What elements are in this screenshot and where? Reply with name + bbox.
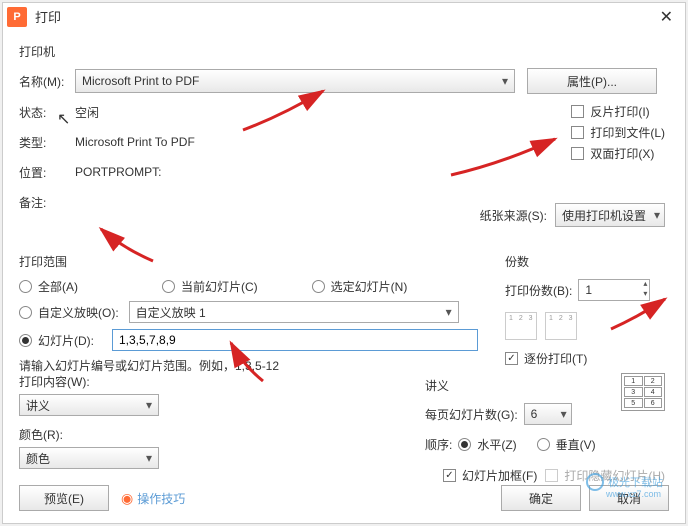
where-value: PORTPROMPT: — [75, 165, 161, 179]
selected-radio[interactable] — [312, 280, 325, 293]
vertical-label: 垂直(V) — [556, 436, 596, 453]
type-value: Microsoft Print To PDF — [75, 135, 195, 149]
slides-input[interactable] — [112, 329, 478, 351]
watermark-name: 极光下载站 — [608, 477, 663, 489]
per-page-label: 每页幻灯片数(G): — [425, 406, 518, 423]
content-value: 讲义 — [26, 397, 50, 414]
order-label: 顺序: — [425, 436, 452, 453]
selected-label: 选定幻灯片(N) — [331, 278, 408, 295]
vertical-radio[interactable] — [537, 438, 550, 451]
print-to-file-label: 打印到文件(L) — [590, 124, 665, 141]
close-button[interactable]: ✕ — [652, 7, 681, 27]
print-content-section: 打印内容(W): 讲义 颜色(R): 颜色 — [19, 373, 159, 473]
frame-checkbox[interactable] — [443, 469, 456, 482]
copies-spinner[interactable]: 1 — [578, 279, 650, 301]
print-dialog: P 打印 ✕ 打印机 名称(M): Microsoft Print to PDF… — [2, 2, 686, 524]
copies-section: 份数 打印份数(B): 1 逐份打印(T) — [505, 249, 665, 371]
horizontal-label: 水平(Z) — [477, 436, 516, 453]
status-label: 状态: — [19, 104, 75, 121]
where-label: 位置: — [19, 164, 75, 181]
watermark-url: www.xz7.com — [606, 489, 661, 499]
titlebar: P 打印 ✕ — [3, 3, 685, 31]
content-area: 打印机 名称(M): Microsoft Print to PDF 属性(P).… — [3, 31, 685, 228]
handout-section: 讲义 123456 每页幻灯片数(G): 6 顺序: 水平(Z) 垂直(V) — [425, 373, 665, 462]
range-section-label: 打印范围 — [19, 253, 499, 270]
collate-icons — [505, 312, 665, 340]
all-radio[interactable] — [19, 280, 32, 293]
custom-show-label: 自定义放映(O): — [38, 304, 119, 321]
status-value: 空闲 — [75, 104, 99, 121]
color-dropdown[interactable]: 颜色 — [19, 447, 159, 469]
slides-label: 幻灯片(D): — [38, 332, 94, 349]
count-label: 打印份数(B): — [505, 282, 572, 299]
tips-icon: ◉ — [121, 490, 133, 507]
reverse-print-label: 反片打印(I) — [590, 103, 649, 120]
color-value: 颜色 — [26, 450, 50, 467]
content-dropdown[interactable]: 讲义 — [19, 394, 159, 416]
paper-source-dropdown[interactable]: 使用打印机设置 — [555, 203, 665, 227]
reverse-print-checkbox[interactable] — [571, 105, 584, 118]
properties-button[interactable]: 属性(P)... — [527, 68, 657, 94]
printer-name-value: Microsoft Print to PDF — [82, 74, 199, 88]
duplex-checkbox[interactable] — [571, 147, 584, 160]
per-page-dropdown[interactable]: 6 — [524, 403, 572, 425]
ok-button[interactable]: 确定 — [501, 485, 581, 511]
per-page-value: 6 — [531, 407, 538, 421]
paper-source-label: 纸张来源(S): — [480, 207, 547, 224]
watermark-icon — [586, 473, 604, 491]
frame-label: 幻灯片加框(F) — [462, 467, 537, 484]
custom-show-radio[interactable] — [19, 306, 32, 319]
app-icon: P — [7, 7, 27, 27]
name-label: 名称(M): — [19, 73, 75, 90]
dialog-title: 打印 — [35, 7, 61, 26]
handout-preview-grid: 123456 — [621, 373, 665, 411]
watermark: 极光下载站 www.xz7.com — [586, 473, 663, 491]
frame-option: 幻灯片加框(F) — [443, 467, 537, 484]
tips-link[interactable]: 操作技巧 — [137, 490, 185, 507]
printer-options: 反片打印(I) 打印到文件(L) 双面打印(X) — [571, 99, 665, 166]
collate-icon-2 — [545, 312, 577, 340]
content-label: 打印内容(W): — [19, 373, 159, 390]
duplex-label: 双面打印(X) — [590, 145, 654, 162]
slides-radio[interactable] — [19, 334, 32, 347]
print-to-file-checkbox[interactable] — [571, 126, 584, 139]
horizontal-radio[interactable] — [458, 438, 471, 451]
hidden-checkbox — [545, 469, 558, 482]
type-label: 类型: — [19, 134, 75, 151]
paper-source-value: 使用打印机设置 — [562, 207, 646, 224]
collate-checkbox[interactable] — [505, 352, 518, 365]
range-hint: 请输入幻灯片编号或幻灯片范围。例如，1,3,5-12 — [19, 357, 499, 374]
color-label: 颜色(R): — [19, 426, 159, 443]
copies-value: 1 — [585, 283, 592, 297]
collate-icon-1 — [505, 312, 537, 340]
copies-section-label: 份数 — [505, 253, 665, 270]
printer-name-dropdown[interactable]: Microsoft Print to PDF — [75, 69, 515, 93]
all-label: 全部(A) — [38, 278, 78, 295]
comment-label: 备注: — [19, 194, 75, 211]
current-radio[interactable] — [162, 280, 175, 293]
custom-show-dropdown[interactable]: 自定义放映 1 — [129, 301, 459, 323]
preview-button[interactable]: 预览(E) — [19, 485, 109, 511]
custom-show-value: 自定义放映 1 — [136, 304, 206, 321]
current-label: 当前幻灯片(C) — [181, 278, 258, 295]
paper-source-row: 纸张来源(S): 使用打印机设置 — [480, 203, 665, 227]
printer-section-label: 打印机 — [19, 43, 669, 60]
print-range-section: 打印范围 全部(A) 当前幻灯片(C) 选定幻灯片(N) 自定义放映(O): 自… — [19, 249, 499, 374]
collate-label: 逐份打印(T) — [524, 350, 587, 367]
footer: 预览(E) ◉ 操作技巧 确定 取消 — [19, 485, 669, 511]
